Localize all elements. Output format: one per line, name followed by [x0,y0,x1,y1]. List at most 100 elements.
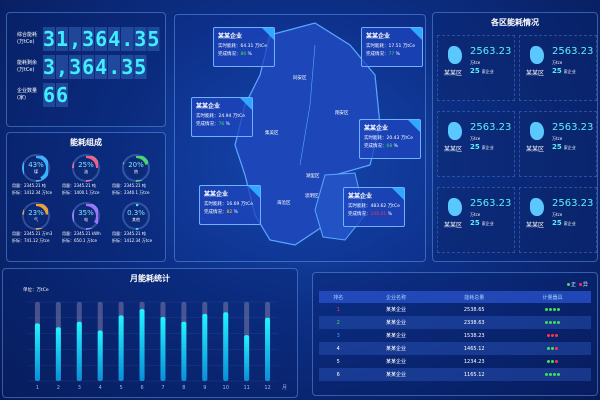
region-card[interactable]: 某某区 2563.23 万tce 25 家企业 [437,35,515,101]
gauge-percent: 43% [28,161,44,169]
completion-unit: % [225,122,230,127]
completion-value: 68 [386,144,393,149]
region-value: 2563.23 [552,46,594,57]
district-label[interactable]: 海沧区 [277,201,291,206]
bar-4[interactable] [97,330,103,381]
bar-3[interactable] [76,321,82,381]
column-header[interactable]: 排名 [319,291,358,303]
energy-total: 2338.63 [434,316,514,329]
count-label: 家企业 [481,145,494,150]
legend-label: 正 [570,282,576,288]
enterprise-name: 某某企业 [385,333,406,339]
bar-2[interactable] [55,327,61,381]
district-label[interactable]: 湖里区 [306,174,320,179]
region-card[interactable]: 某某区 2563.23 万tce 25 家企业 [519,187,597,253]
status-dot [553,307,556,311]
region-value: 2563.23 [470,46,512,57]
status-dot [549,320,552,324]
meter-status [514,316,591,329]
completion-label: 完成情况： [366,52,389,57]
bar-7[interactable] [160,317,166,381]
rank: 2 [319,316,358,329]
stat-row: 企业数量(家) 66 [17,83,165,107]
stat-value: 66 [43,83,70,107]
x-tick-label: 8 [182,385,185,391]
gauge-name: 煤 [34,169,38,174]
enterprise-name: 某某企业 [385,359,406,365]
status-dot [557,372,560,376]
count-label: 家企业 [481,221,494,226]
gauge-usage: 用量：2345.21 吨 [62,183,96,188]
monthly-bar-chart: 1 2 3 4 5 6 7 8 9 10 11 12 月 [27,301,287,391]
x-tick-label: 6 [140,385,143,391]
status-dot [551,359,554,363]
realtime-unit: 万tCe [232,114,246,119]
regions-title: 各区能耗情况 [491,18,539,27]
gauge-ring: 23% 气 [22,202,50,230]
bar-11[interactable] [244,335,250,381]
x-tick-label: 3 [78,385,81,391]
bar-5[interactable] [118,315,124,381]
status-dot [545,307,548,311]
district-label[interactable]: 翔安区 [335,111,349,116]
card-name: 某某企业 [348,193,373,200]
district-label[interactable]: 思明区 [305,194,319,199]
region-card[interactable]: 某某区 2563.23 万tce 25 家企业 [437,111,515,177]
region-card[interactable]: 某某区 2563.23 万tce 25 家企业 [437,187,515,253]
gauge-standard: 折标：741.12 万tce [12,238,50,243]
realtime-label: 实时能耗： [366,44,389,49]
table-row[interactable]: 4 某某企业 1465.12 [319,342,591,355]
enterprise-card[interactable]: 某某企业 实时能耗：483.62 万tCe 完成情况：100.01 % [343,187,405,227]
gauge-5: 0.3% 其他 用量：2345.21 吨折标：1412.34 万tce [111,202,161,244]
region-card[interactable]: 某某区 2563.23 万tce 25 家企业 [519,35,597,101]
table-row[interactable]: 6 某某企业 1165.12 [319,368,591,381]
status-dot [553,320,556,324]
card-completion: 完成情况：77 % [366,51,418,57]
bar-1[interactable] [34,323,40,381]
enterprise-card[interactable]: 某某企业 实时能耗：17.51 万tCe 完成情况：77 % [361,27,423,67]
region-card[interactable]: 某某区 2563.23 万tce 25 家企业 [519,111,597,177]
bar-12[interactable] [265,317,271,381]
bar-6[interactable] [139,309,145,381]
rank: 4 [319,342,358,355]
card-realtime: 实时能耗：17.51 万tCe [366,43,418,49]
bar-10[interactable] [223,312,229,381]
completion-value: 76 [218,122,225,127]
enterprise-card[interactable]: 某某企业 实时能耗：16.69 万tCe 完成情况：82 % [199,185,261,225]
energy-total: 1165.12 [434,368,514,381]
district-label[interactable]: 同安区 [293,76,307,81]
bar-8[interactable] [181,321,187,381]
enterprise-card[interactable]: 某某企业 实时能耗：20.43 万tCe 完成情况：68 % [359,119,421,159]
table-row[interactable]: 2 某某企业 2338.63 [319,316,591,329]
enterprise-card[interactable]: 某某企业 实时能耗：24.94 万tCe 完成情况：76 % [191,97,253,137]
gauge-name: 油 [84,169,88,174]
column-header[interactable]: 计量器具 [514,291,591,303]
ranking-table: 排名 企业名称 能耗总量 计量器具 1 某某企业 2538.65 2 某某企业 2338… [319,291,591,381]
stat-row: 能耗剩余(万tCe) 3,364.35 [17,55,165,79]
enterprise-card[interactable]: 某某企业 实时能耗：64.31 万tCe 完成情况：86 % [213,27,275,67]
card-completion: 完成情况：100.01 % [348,211,400,217]
count-value: 25 [470,219,480,227]
table-row[interactable]: 5 某某企业 1234.23 [319,355,591,368]
region-unit: 万tce [552,60,563,65]
composition-title: 能耗组成 [70,138,102,147]
enterprise-name: 某某企业 [357,368,435,381]
column-header[interactable]: 能耗总量 [434,291,514,303]
region-count: 25 家企业 [470,67,494,75]
column-header[interactable]: 企业名称 [357,291,435,303]
region-name: 某某区 [526,146,545,153]
count-value: 25 [470,143,480,151]
district-label[interactable]: 集美区 [265,131,279,136]
completion-unit: % [233,210,238,215]
table-row[interactable]: 3 某某企业 1538.23 [319,329,591,342]
status-dot [547,333,550,337]
region-name: 某某区 [526,222,545,229]
realtime-label: 实时能耗： [196,114,219,119]
x-unit-label: 月 [282,385,287,391]
card-realtime: 实时能耗：24.94 万tCe [196,113,248,119]
bar-9[interactable] [202,313,208,381]
gauge-3: 23% 气用量：2345.21 万m3 折标：741.12 万tce [11,202,61,244]
count-value: 25 [552,143,562,151]
gauge-usage: 用量：2345.21 万m3 [12,231,53,236]
table-row[interactable]: 1 某某企业 2538.65 [319,303,591,316]
